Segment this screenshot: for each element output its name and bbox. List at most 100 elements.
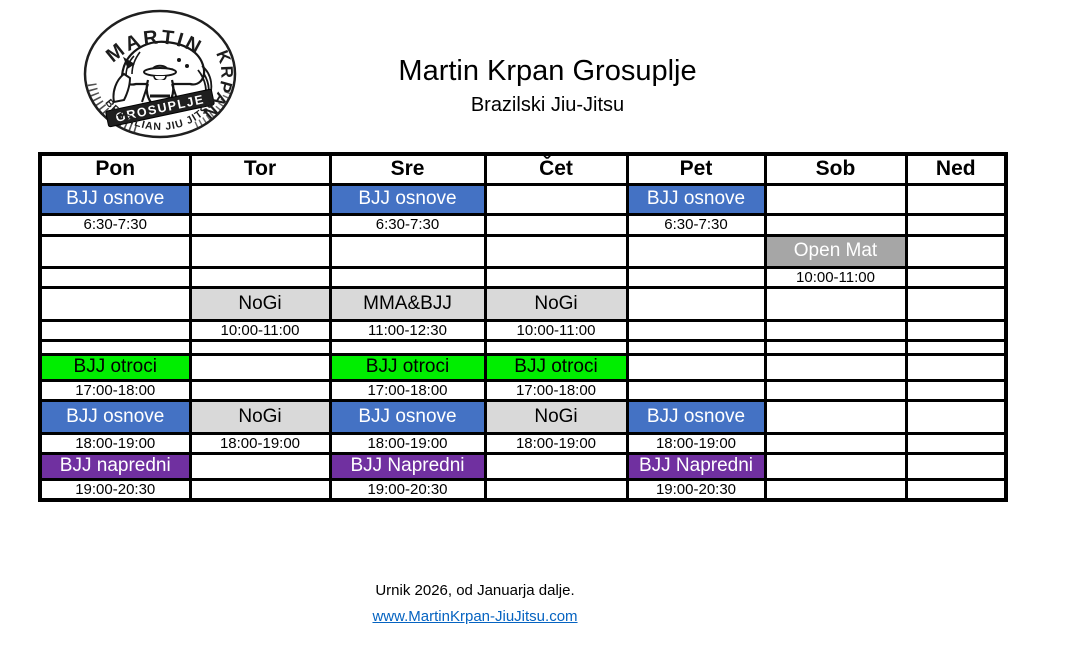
empty-cell-ned <box>904 285 1008 322</box>
class-cell-tor: NoGi <box>188 398 332 435</box>
empty-cell-sob <box>763 182 908 216</box>
day-header-sob: Sob <box>763 152 908 186</box>
schedule-row-7: BJJ otroci BJJ otroci BJJ otroci <box>38 352 1008 382</box>
class-cell-pon: BJJ napredni <box>38 451 192 481</box>
gym-logo-badge: GROSUPLJE MARTIN KRPAN BRAZILIAN JIU JIT… <box>83 9 237 139</box>
empty-cell-sob <box>763 212 908 237</box>
empty-cell-sob <box>763 477 908 501</box>
class-cell-pon: BJJ otroci <box>38 352 192 382</box>
empty-cell-ned <box>904 431 1008 455</box>
schedule-row-8: 17:00-18:00 17:00-18:00 17:00-18:00 <box>38 378 1008 402</box>
empty-cell-tor <box>188 182 332 216</box>
schedule-row-3: 10:00-11:00 <box>38 265 1008 289</box>
empty-cell-sob <box>763 378 908 402</box>
empty-cell-pet <box>625 318 767 342</box>
empty-cell-sob <box>763 398 908 435</box>
empty-cell-cet <box>483 265 629 289</box>
empty-cell-sre <box>328 265 487 289</box>
empty-cell-pon <box>38 285 192 322</box>
empty-cell-sre <box>328 338 487 356</box>
schedule-body: BJJ osnove BJJ osnove BJJ osnove 6:30-7:30 6… <box>38 182 1008 501</box>
schedule-row-12: 19:00-20:30 19:00-20:30 19:00-20:30 <box>38 477 1008 501</box>
empty-cell-sob <box>763 431 908 455</box>
time-cell-pet: 18:00-19:00 <box>625 431 767 455</box>
time-cell-sre: 6:30-7:30 <box>328 212 487 237</box>
logo-hatch-texture <box>87 83 140 135</box>
empty-cell-ned <box>904 233 1008 269</box>
empty-cell-pon <box>38 338 192 356</box>
empty-cell-tor <box>188 378 332 402</box>
empty-cell-tor <box>188 451 332 481</box>
time-cell-pon: 6:30-7:30 <box>38 212 192 237</box>
empty-cell-tor <box>188 352 332 382</box>
empty-cell-tor <box>188 338 332 356</box>
empty-cell-tor <box>188 265 332 289</box>
empty-cell-pet <box>625 285 767 322</box>
empty-cell-sob <box>763 352 908 382</box>
empty-cell-sob <box>763 318 908 342</box>
empty-cell-pet <box>625 338 767 356</box>
class-cell-sre: MMA&BJJ <box>328 285 487 322</box>
day-header-pet: Pet <box>625 152 767 186</box>
time-cell-tor: 18:00-19:00 <box>188 431 332 455</box>
empty-cell-sob <box>763 338 908 356</box>
empty-cell-tor <box>188 212 332 237</box>
schedule-row-9: BJJ osnove NoGi BJJ osnove NoGi BJJ osnove <box>38 398 1008 435</box>
class-cell-cet: BJJ otroci <box>483 352 629 382</box>
time-cell-sre: 11:00-12:30 <box>328 318 487 342</box>
class-cell-pon: BJJ osnove <box>38 182 192 216</box>
empty-cell-ned <box>904 265 1008 289</box>
class-cell-pon: BJJ osnove <box>38 398 192 435</box>
time-cell-tor: 10:00-11:00 <box>188 318 332 342</box>
empty-cell-cet <box>483 477 629 501</box>
schedule-row-6 <box>38 338 1008 356</box>
empty-cell-pon <box>38 233 192 269</box>
schedule-row-0: BJJ osnove BJJ osnove BJJ osnove <box>38 182 1008 216</box>
empty-cell-sob <box>763 285 908 322</box>
empty-cell-pon <box>38 265 192 289</box>
class-cell-sre: BJJ Napredni <box>328 451 487 481</box>
day-header-ned: Ned <box>904 152 1008 186</box>
empty-cell-pet <box>625 352 767 382</box>
empty-cell-ned <box>904 451 1008 481</box>
time-cell-cet: 18:00-19:00 <box>483 431 629 455</box>
day-header-row: Pon Tor Sre Čet Pet Sob Ned <box>38 152 1008 186</box>
page-footer: Urnik 2026, od Januarja dalje. www.Marti… <box>0 582 950 625</box>
schedule-row-4: NoGi MMA&BJJ NoGi <box>38 285 1008 322</box>
empty-cell-ned <box>904 338 1008 356</box>
schedule-row-1: 6:30-7:30 6:30-7:30 6:30-7:30 <box>38 212 1008 237</box>
page-header: Martin Krpan Grosuplje Brazilski Jiu-Jit… <box>0 54 1069 118</box>
schedule-row-2: Open Mat <box>38 233 1008 269</box>
schedule-row-10: 18:00-19:00 18:00-19:00 18:00-19:00 18:00-1… <box>38 431 1008 455</box>
time-cell-cet: 17:00-18:00 <box>483 378 629 402</box>
time-cell-pet: 6:30-7:30 <box>625 212 767 237</box>
horse-figure <box>112 40 213 104</box>
empty-cell-cet <box>483 338 629 356</box>
schedule-row-11: BJJ napredni BJJ Napredni BJJ Napredni <box>38 451 1008 481</box>
day-header-cet: Čet <box>483 152 629 186</box>
empty-cell-cet <box>483 212 629 237</box>
empty-cell-tor <box>188 233 332 269</box>
gym-logo: GROSUPLJE MARTIN KRPAN BRAZILIAN JIU JIT… <box>82 8 238 140</box>
time-cell-pet: 19:00-20:30 <box>625 477 767 501</box>
class-cell-pet: BJJ Napredni <box>625 451 767 481</box>
website-link[interactable]: www.MartinKrpan-JiuJitsu.com <box>372 608 578 625</box>
class-cell-sre: BJJ osnove <box>328 398 487 435</box>
time-cell-pon: 19:00-20:30 <box>38 477 192 501</box>
class-cell-cet: NoGi <box>483 285 629 322</box>
class-cell-tor: NoGi <box>188 285 332 322</box>
schedule-note: Urnik 2026, od Januarja dalje. <box>375 582 575 599</box>
time-cell-sre: 19:00-20:30 <box>328 477 487 501</box>
empty-cell-ned <box>904 212 1008 237</box>
empty-cell-ned <box>904 398 1008 435</box>
empty-cell-ned <box>904 318 1008 342</box>
time-cell-pon: 18:00-19:00 <box>38 431 192 455</box>
class-cell-sre: BJJ otroci <box>328 352 487 382</box>
day-header-pon: Pon <box>38 152 192 186</box>
empty-cell-sre <box>328 233 487 269</box>
time-cell-sre: 17:00-18:00 <box>328 378 487 402</box>
class-cell-sre: BJJ osnove <box>328 182 487 216</box>
class-cell-cet: NoGi <box>483 398 629 435</box>
empty-cell-tor <box>188 477 332 501</box>
empty-cell-sob <box>763 451 908 481</box>
